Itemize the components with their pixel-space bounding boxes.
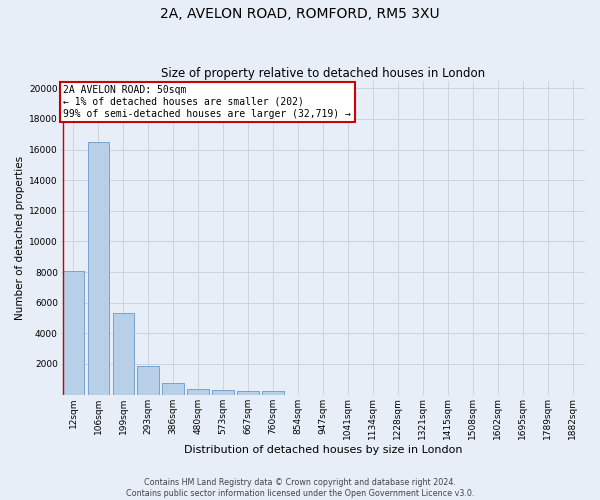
Bar [88, 142, 109, 395]
Bar [137, 366, 158, 394]
Text: Contains HM Land Registry data © Crown copyright and database right 2024.
Contai: Contains HM Land Registry data © Crown c… [126, 478, 474, 498]
Bar [212, 390, 233, 394]
Bar [62, 270, 84, 394]
Bar [187, 390, 209, 394]
Bar [238, 391, 259, 394]
Title: Size of property relative to detached houses in London: Size of property relative to detached ho… [161, 66, 485, 80]
Text: 2A, AVELON ROAD, ROMFORD, RM5 3XU: 2A, AVELON ROAD, ROMFORD, RM5 3XU [160, 8, 440, 22]
X-axis label: Distribution of detached houses by size in London: Distribution of detached houses by size … [184, 445, 462, 455]
Bar [113, 314, 134, 394]
Bar [262, 392, 284, 394]
Y-axis label: Number of detached properties: Number of detached properties [15, 156, 25, 320]
Text: 2A AVELON ROAD: 50sqm
← 1% of detached houses are smaller (202)
99% of semi-deta: 2A AVELON ROAD: 50sqm ← 1% of detached h… [64, 86, 351, 118]
Bar [163, 383, 184, 394]
